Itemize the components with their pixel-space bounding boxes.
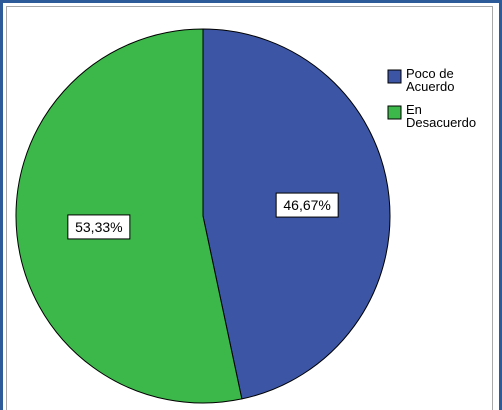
slice-value-label-1: 53,33% xyxy=(67,214,131,240)
legend: Poco de Acuerdo En Desacuerdo xyxy=(387,66,476,130)
legend-label-1: En Desacuerdo xyxy=(406,102,476,130)
svg-text:46,67%: 46,67% xyxy=(283,197,330,213)
pie-chart: 46,67% 53,33% Poco de Acuerdo En Desacuerdo xyxy=(15,28,476,404)
legend-swatch-0 xyxy=(387,69,402,84)
legend-label-0: Poco de Acuerdo xyxy=(406,66,454,94)
slice-value-label-0: 46,67% xyxy=(275,192,339,218)
chart-area xyxy=(6,6,493,410)
svg-text:53,33%: 53,33% xyxy=(75,219,122,235)
legend-swatch-1 xyxy=(387,105,402,120)
